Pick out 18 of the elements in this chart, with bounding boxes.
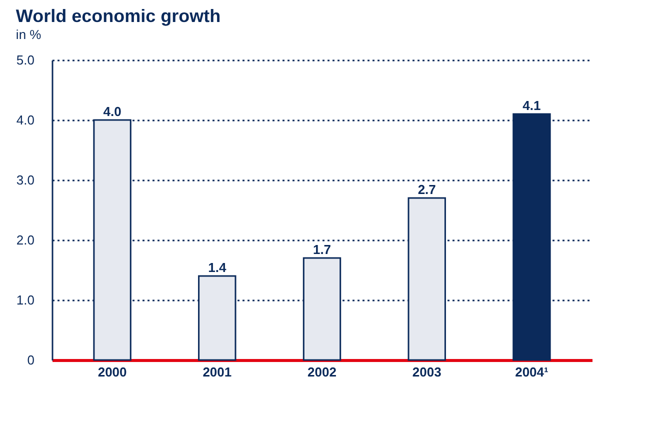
data-label: 4.1	[522, 98, 541, 113]
x-tick-label: 2003	[412, 364, 442, 380]
x-tick-label: 2002	[308, 364, 336, 380]
y-tick-label: 0	[27, 352, 34, 368]
y-tick-label: 5.0	[16, 52, 34, 68]
data-label: 1.7	[312, 242, 332, 257]
x-tick-label: 2001	[202, 364, 232, 380]
y-tick-label: 3.0	[16, 172, 34, 188]
data-label: 4.0	[103, 104, 122, 119]
y-tick-label: 1.0	[16, 292, 34, 308]
data-label: 2.7	[418, 182, 436, 197]
data-label: 1.4	[208, 260, 227, 275]
y-tick-label: 2.0	[16, 232, 34, 248]
x-tick-label: 2000	[98, 364, 127, 380]
chart-subtitle: in %	[16, 27, 42, 42]
x-tick-label: 2004¹	[515, 364, 548, 380]
chart-title: World economic growth	[16, 6, 221, 26]
y-tick-label: 4.0	[16, 112, 34, 128]
